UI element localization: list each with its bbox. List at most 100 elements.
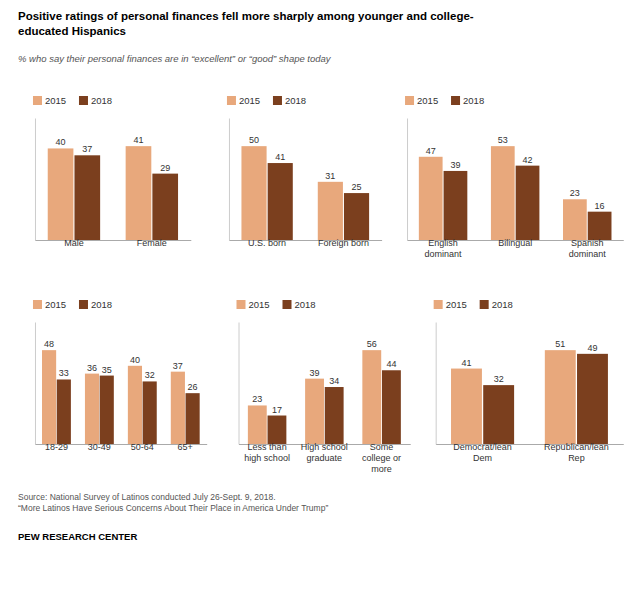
bars [419, 146, 612, 240]
bar [344, 193, 369, 240]
bars [48, 146, 178, 240]
legend: 20152018 [33, 299, 112, 310]
bar [516, 166, 540, 240]
x-tick-label: 18-29 [45, 442, 68, 452]
data-label: 42 [523, 155, 533, 165]
x-tick-label: 65+ [178, 442, 193, 452]
bar [268, 163, 293, 240]
y-axis [35, 119, 36, 241]
data-label: 29 [160, 163, 170, 173]
x-axis: 18-2930-4950-6465+ [35, 442, 207, 452]
x-tick: Somecollege ormore [362, 442, 401, 474]
x-tick: 65+ [178, 442, 193, 452]
bar [126, 146, 152, 240]
panel: 40413729MaleFemale20152018 [33, 95, 191, 248]
x-tick-label-line: Spanish [571, 238, 604, 248]
legend-label: 2018 [91, 299, 112, 310]
legend: 20152018 [237, 299, 316, 310]
x-tick-label-line: Male [64, 238, 84, 248]
x-tick-label-line: Some [370, 442, 394, 452]
x-tick-label: 30-49 [88, 442, 111, 452]
y-axis-line [229, 119, 230, 241]
annotation-line: Source: National Survey of Latinos condu… [18, 492, 276, 502]
legend-swatch [227, 96, 236, 105]
legend-label: 2018 [91, 95, 112, 106]
bar [248, 405, 267, 444]
x-tick: Less thanhigh school [244, 442, 290, 463]
bar [451, 369, 482, 444]
bar [362, 350, 381, 444]
legend-item: 2018 [451, 95, 484, 106]
bar [171, 372, 185, 444]
data-label: 37 [173, 361, 183, 371]
x-tick: Democrat/leanDem [453, 442, 512, 463]
data-label: 36 [87, 363, 97, 373]
legend-swatch [33, 300, 42, 309]
bar [305, 379, 324, 444]
title-line: Positive ratings of personal finances fe… [18, 10, 474, 22]
legend-label: 2015 [446, 299, 467, 310]
y-axis [239, 323, 240, 445]
bar [588, 212, 612, 240]
legend-item: 2018 [79, 95, 112, 106]
x-tick-label-line: Bilingual [498, 238, 532, 248]
x-tick-label: U.S. born [248, 238, 286, 248]
legend-label: 2015 [417, 95, 438, 106]
data-label: 39 [450, 160, 460, 170]
bar [42, 350, 56, 444]
x-tick: U.S. born [248, 238, 286, 248]
bar [74, 155, 100, 240]
bar [152, 174, 178, 240]
data-label: 37 [82, 144, 92, 154]
legend-item: 2015 [33, 95, 66, 106]
bar [186, 393, 200, 444]
legend-swatch [405, 96, 414, 105]
data-label: 34 [329, 376, 339, 386]
x-axis-line [35, 240, 191, 241]
y-axis-line [436, 323, 437, 445]
bar [128, 366, 142, 444]
x-tick: Spanishdominant [569, 238, 607, 259]
x-tick: Republican/leanRep [544, 442, 609, 463]
bar [577, 354, 608, 444]
y-axis-line [35, 119, 36, 241]
data-label: 17 [272, 405, 282, 415]
data-label: 32 [494, 374, 504, 384]
panel: 475323394216EnglishdominantBilingualSpan… [405, 95, 624, 259]
legend-swatch [79, 300, 88, 309]
x-tick-label: Less thanhigh school [244, 442, 290, 463]
legend-swatch [237, 300, 246, 309]
x-tick: Foreign born [318, 238, 369, 248]
bars [241, 146, 369, 240]
panel: 41513249Democrat/leanDemRepublican/leanR… [434, 299, 624, 463]
bar [491, 146, 515, 240]
data-label: 53 [498, 135, 508, 145]
bars [451, 350, 608, 444]
x-tick-label-line: Female [137, 238, 167, 248]
x-tick-label: Male [64, 238, 84, 248]
data-label: 49 [587, 343, 597, 353]
bar [241, 146, 266, 240]
bar [143, 381, 157, 444]
legend-item: 2015 [227, 95, 260, 106]
legend-item: 2018 [283, 299, 316, 310]
x-tick-label-line: Dem [473, 453, 492, 463]
annotation-line: “More Latinos Have Serious Concerns Abou… [18, 503, 328, 513]
x-tick-label-line: dominant [425, 249, 463, 259]
data-label: 31 [325, 171, 335, 181]
data-label: 33 [59, 368, 69, 378]
legend-swatch [33, 96, 42, 105]
data-label: 35 [102, 365, 112, 375]
x-tick-label-line: U.S. born [248, 238, 286, 248]
legend-item: 2018 [273, 95, 306, 106]
y-axis [436, 323, 437, 445]
data-label: 56 [367, 339, 377, 349]
data-label: 44 [386, 359, 396, 369]
x-tick-label-line: more [371, 464, 392, 474]
bar [382, 370, 401, 444]
y-axis-line [35, 323, 36, 445]
data-label: 41 [275, 152, 285, 162]
x-tick-label-line: 18-29 [45, 442, 68, 452]
panel: 50314125U.S. bornForeign born20152018 [227, 95, 382, 248]
legend-item: 2015 [405, 95, 438, 106]
